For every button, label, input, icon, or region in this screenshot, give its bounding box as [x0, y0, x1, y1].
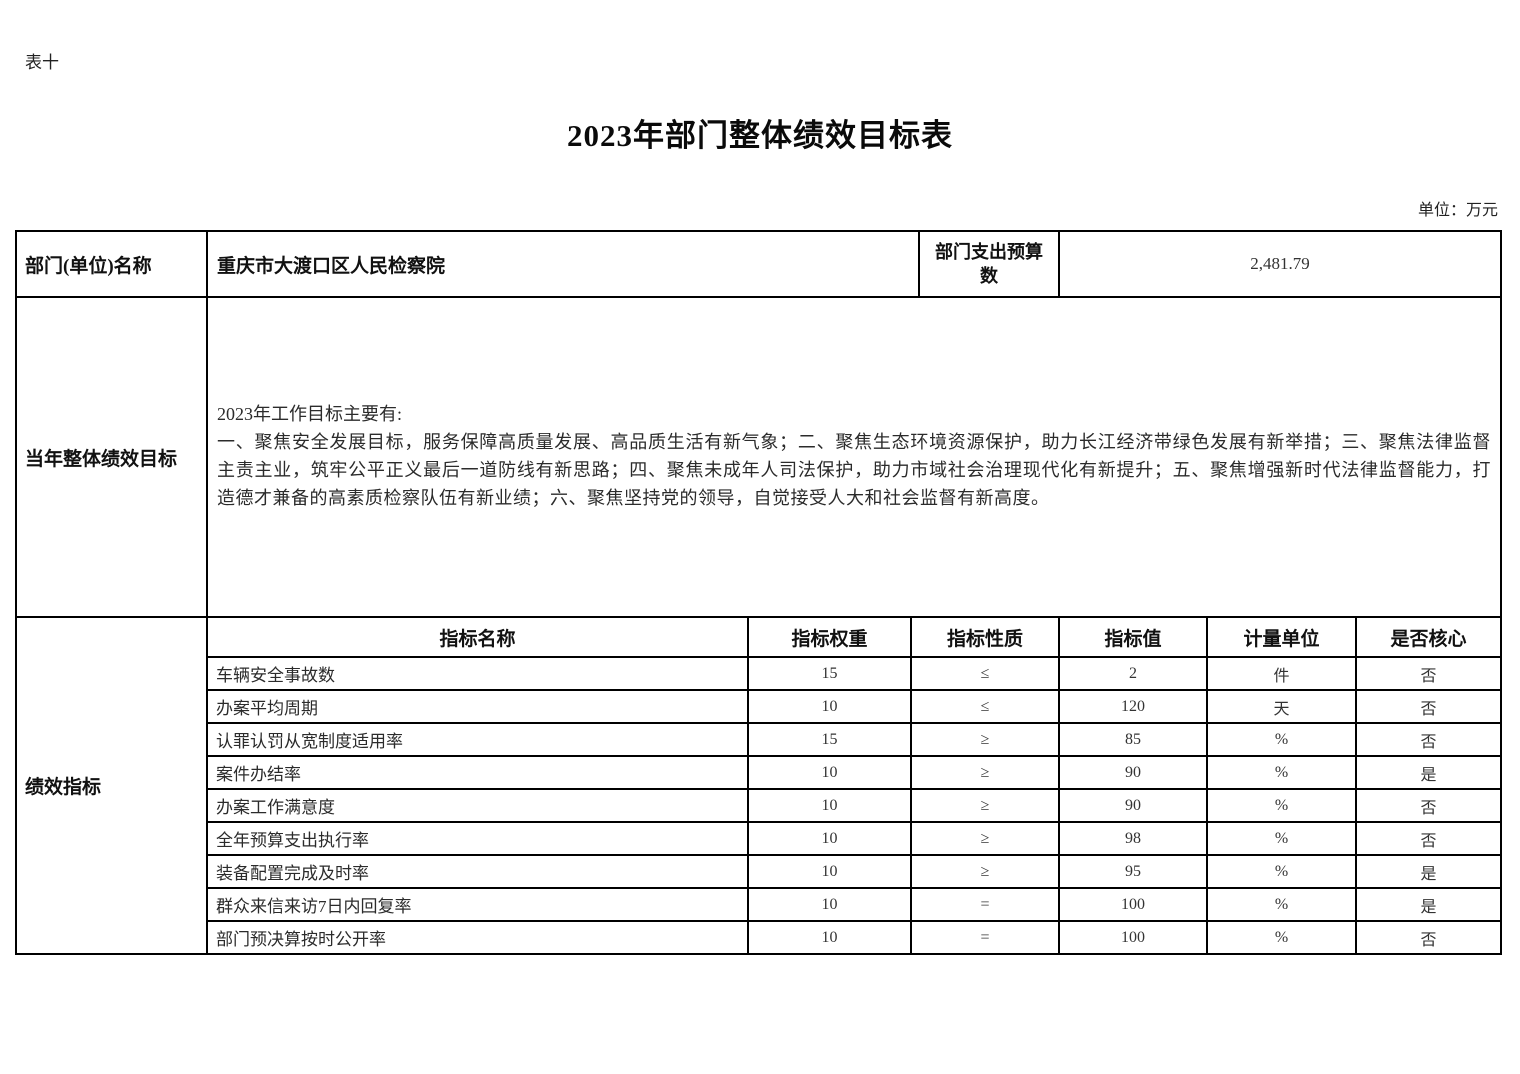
indicator-value-cell: 2	[1058, 656, 1208, 691]
indicator-row: 办案平均周期 10 ≤ 120 天 否	[16, 689, 1502, 724]
indicator-core-cell: 是	[1355, 755, 1502, 790]
performance-target-table: 部门(单位)名称 重庆市大渡口区人民检察院 部门支出预算数 2,481.79 当…	[15, 230, 1502, 955]
indicator-unit-cell: 天	[1206, 689, 1357, 724]
indicator-value-cell: 95	[1058, 854, 1208, 889]
indicator-core-cell: 否	[1355, 656, 1502, 691]
indicator-value-cell: 98	[1058, 821, 1208, 856]
indicator-row: 部门预决算按时公开率 10 = 100 % 否	[16, 920, 1502, 955]
indicator-name-cell: 全年预算支出执行率	[206, 821, 749, 856]
unit-note: 单位：万元	[1417, 202, 1498, 219]
indicator-unit-cell: %	[1206, 722, 1357, 757]
indicator-row: 车辆安全事故数 15 ≤ 2 件 否	[16, 656, 1502, 691]
indicator-core-cell: 否	[1355, 821, 1502, 856]
budget-value: 2,481.79	[1058, 230, 1502, 298]
indicator-core-cell: 否	[1355, 788, 1502, 823]
dept-name-value: 重庆市大渡口区人民检察院	[206, 230, 920, 298]
header-indicator-value: 指标值	[1058, 616, 1208, 658]
goals-body: 一、聚焦安全发展目标，服务保障高质量发展、高品质生活有新气象；二、聚焦生态环境资…	[217, 432, 1491, 508]
indicator-weight-cell: 15	[747, 656, 912, 691]
indicator-value-cell: 100	[1058, 920, 1208, 955]
indicator-header-row: 绩效指标 指标名称 指标权重 指标性质 指标值 计量单位 是否核心	[15, 616, 1502, 955]
indicator-weight-cell: 10	[747, 788, 912, 823]
table-row: 部门(单位)名称 重庆市大渡口区人民检察院 部门支出预算数 2,481.79	[15, 230, 1502, 298]
indicator-nature-cell: ≥	[910, 854, 1060, 889]
indicator-name-cell: 装备配置完成及时率	[206, 854, 749, 889]
table-number-label: 表十	[25, 53, 59, 72]
indicator-name-cell: 部门预决算按时公开率	[206, 920, 749, 955]
indicator-value-cell: 100	[1058, 887, 1208, 922]
page-title: 2023年部门整体绩效目标表	[567, 118, 953, 153]
header-measure-unit: 计量单位	[1206, 616, 1357, 658]
indicator-core-cell: 否	[1355, 722, 1502, 757]
indicator-nature-cell: ≥	[910, 788, 1060, 823]
indicator-core-cell: 否	[1355, 920, 1502, 955]
indicator-weight-cell: 10	[747, 755, 912, 790]
header-indicator-name: 指标名称	[206, 616, 749, 658]
indicator-name-cell: 群众来信来访7日内回复率	[206, 887, 749, 922]
indicator-nature-cell: ≥	[910, 755, 1060, 790]
indicator-weight-cell: 10	[747, 689, 912, 724]
indicator-value-cell: 120	[1058, 689, 1208, 724]
indicator-unit-cell: 件	[1206, 656, 1357, 691]
indicator-nature-cell: ≤	[910, 656, 1060, 691]
goals-text-cell: 2023年工作目标主要有: 一、聚焦安全发展目标，服务保障高质量发展、高品质生活…	[206, 296, 1502, 618]
header-is-core: 是否核心	[1355, 616, 1502, 658]
indicator-name-cell: 办案工作满意度	[206, 788, 749, 823]
header-indicator-nature: 指标性质	[910, 616, 1060, 658]
indicator-nature-cell: ≥	[910, 821, 1060, 856]
indicator-row: 办案工作满意度 10 ≥ 90 % 否	[16, 788, 1502, 823]
indicator-row: 装备配置完成及时率 10 ≥ 95 % 是	[16, 854, 1502, 889]
indicator-name-cell: 车辆安全事故数	[206, 656, 749, 691]
indicator-value-cell: 90	[1058, 755, 1208, 790]
indicator-weight-cell: 10	[747, 887, 912, 922]
indicator-unit-cell: %	[1206, 887, 1357, 922]
indicator-unit-cell: %	[1206, 854, 1357, 889]
indicator-unit-cell: %	[1206, 821, 1357, 856]
goals-intro: 2023年工作目标主要有:	[217, 404, 403, 425]
indicator-nature-cell: =	[910, 920, 1060, 955]
indicators-section-label: 绩效指标	[15, 616, 208, 955]
indicator-name-cell: 办案平均周期	[206, 689, 749, 724]
indicator-value-cell: 90	[1058, 788, 1208, 823]
header-indicator-weight: 指标权重	[747, 616, 912, 658]
indicator-core-cell: 是	[1355, 854, 1502, 889]
indicator-value-cell: 85	[1058, 722, 1208, 757]
indicator-weight-cell: 10	[747, 821, 912, 856]
table-row: 当年整体绩效目标 2023年工作目标主要有: 一、聚焦安全发展目标，服务保障高质…	[15, 296, 1502, 618]
indicator-row: 群众来信来访7日内回复率 10 = 100 % 是	[16, 887, 1502, 922]
indicator-core-cell: 是	[1355, 887, 1502, 922]
indicator-row: 全年预算支出执行率 10 ≥ 98 % 否	[16, 821, 1502, 856]
indicator-unit-cell: %	[1206, 920, 1357, 955]
indicator-row: 案件办结率 10 ≥ 90 % 是	[16, 755, 1502, 790]
budget-label: 部门支出预算数	[918, 230, 1060, 298]
indicator-row: 认罪认罚从宽制度适用率 15 ≥ 85 % 否	[16, 722, 1502, 757]
indicator-weight-cell: 15	[747, 722, 912, 757]
indicator-weight-cell: 10	[747, 920, 912, 955]
goals-label: 当年整体绩效目标	[15, 296, 208, 618]
indicator-nature-cell: =	[910, 887, 1060, 922]
indicator-unit-cell: %	[1206, 788, 1357, 823]
indicator-nature-cell: ≥	[910, 722, 1060, 757]
indicator-name-cell: 案件办结率	[206, 755, 749, 790]
indicator-nature-cell: ≤	[910, 689, 1060, 724]
indicator-name-cell: 认罪认罚从宽制度适用率	[206, 722, 749, 757]
dept-name-label: 部门(单位)名称	[15, 230, 208, 298]
indicator-unit-cell: %	[1206, 755, 1357, 790]
indicator-weight-cell: 10	[747, 854, 912, 889]
indicator-core-cell: 否	[1355, 689, 1502, 724]
